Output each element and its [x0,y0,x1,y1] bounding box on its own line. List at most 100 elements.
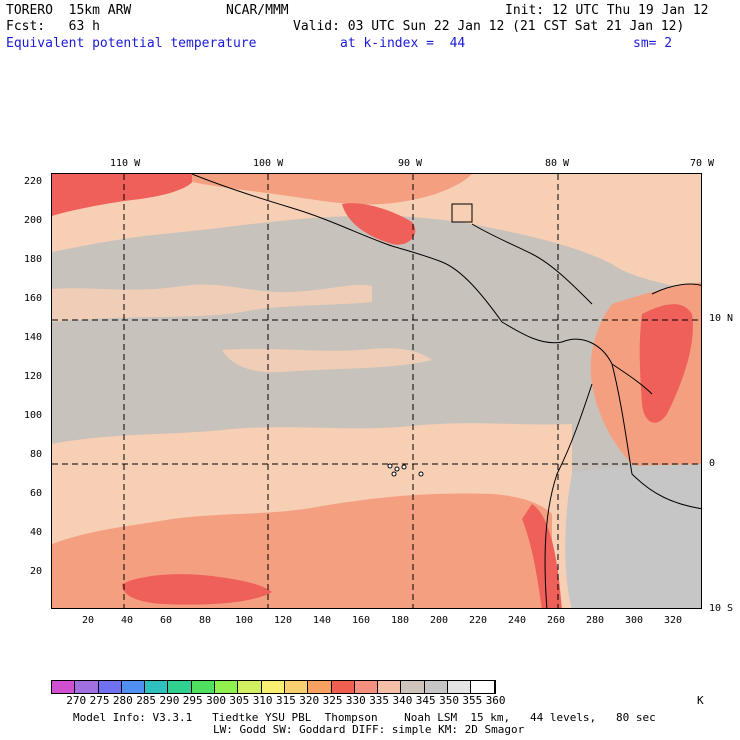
lat-label: 10 N [709,313,734,324]
x-tick: 220 [469,615,488,626]
lat-label: 10 S [709,603,734,614]
colorbar-label: 310 [252,694,273,707]
colorbar-swatch [238,681,262,693]
coastlines [191,174,701,608]
temp-band-330-mexico [342,203,416,245]
colorbar-swatch [261,681,285,693]
lon-label: 70 W [690,158,715,169]
colorbar-label: 325 [322,694,343,707]
lon-label: 90 W [398,158,423,169]
lon-label: 100 W [253,158,284,169]
colorbar-swatch [52,681,76,693]
colorbar-swatch [308,681,332,693]
colorbar [51,680,496,694]
x-tick: 40 [121,615,134,626]
colorbar-label: 290 [159,694,180,707]
colorbar-label: 275 [89,694,110,707]
y-tick: 200 [24,215,43,226]
x-tick: 280 [586,615,605,626]
colorbar-swatch [284,681,309,693]
colorbar-swatch [215,681,239,693]
x-tick: 80 [199,615,212,626]
lon-label: 110 W [110,158,141,169]
x-tick: 20 [82,615,95,626]
x-tick: 100 [235,615,254,626]
colorbar-label: 305 [229,694,250,707]
y-tick: 100 [24,410,43,421]
colorbar-label: 320 [299,694,320,707]
x-tick: 120 [274,615,293,626]
temp-band-340-north [52,174,701,294]
y-tick: 120 [24,371,43,382]
x-tick: 240 [508,615,527,626]
x-tick: 320 [664,615,683,626]
grid-lines [52,174,701,608]
colorbar-swatch [354,681,379,693]
model-info-line1: Model Info: V3.3.1 Tiedtke YSU PBL Thomp… [73,711,656,724]
x-tick: 60 [160,615,173,626]
y-tick: 80 [30,449,43,460]
field-name: Equivalent potential temperature [6,36,257,51]
x-tick: 260 [547,615,566,626]
x-tick: 180 [391,615,410,626]
temp-band-340-mid [52,284,372,322]
colorbar-label: 295 [182,694,203,707]
map-panel [51,173,702,609]
colorbar-swatch [448,681,472,693]
smoothing: sm= 2 [633,36,673,51]
lat-label: 0 [709,458,716,469]
level-index: at k-index = 44 [340,36,466,51]
x-tick: 200 [430,615,449,626]
map-svg [52,174,701,608]
colorbar-unit: K [697,694,704,707]
temp-band-330-colombia [639,304,693,423]
model-info-line2: LW: Godd SW: Goddard DIFF: simple KM: 2D… [213,723,525,736]
y-tick: 180 [24,254,43,265]
colorbar-label: 270 [66,694,87,707]
y-tick: 20 [30,566,43,577]
init-time: Init: 12 UTC Thu 19 Jan 12 [505,3,709,18]
colorbar-swatch [98,681,122,693]
y-tick: 220 [24,176,43,187]
temp-band-340-center [222,348,432,373]
colorbar-label: 340 [392,694,413,707]
y-tick: 40 [30,527,43,538]
temp-band-330-south [122,574,272,605]
colorbar-swatch [145,681,169,693]
x-tick: 300 [625,615,644,626]
y-tick: 160 [24,293,43,304]
colorbar-swatch [424,681,449,693]
organization: NCAR/MMM [226,3,289,18]
colorbar-label: 280 [112,694,133,707]
colorbar-label: 330 [345,694,366,707]
colorbar-label: 345 [415,694,436,707]
forecast-hour: Fcst: 63 h [6,19,100,34]
colorbar-swatch [75,681,99,693]
colorbar-label: 355 [462,694,483,707]
x-tick: 140 [313,615,332,626]
valid-time: Valid: 03 UTC Sun 22 Jan 12 (21 CST Sat … [293,19,685,34]
y-tick: 60 [30,488,43,499]
galapagos-islands [387,463,424,477]
colorbar-swatch [121,681,146,693]
colorbar-label: 360 [485,694,506,707]
lon-label: 80 W [545,158,570,169]
colorbar-swatch [471,681,495,693]
colorbar-label: 285 [136,694,157,707]
colorbar-swatch [378,681,402,693]
temp-band-330-peru [522,504,562,608]
colorbar-label: 315 [276,694,296,707]
colorbar-swatch [331,681,355,693]
model-title: TORERO 15km ARW [6,3,132,18]
colorbar-swatch [168,681,192,693]
temp-band-335-north [192,174,472,205]
colorbar-label: 300 [206,694,226,707]
colorbar-swatch [401,681,425,693]
colorbar-label: 335 [369,694,390,707]
colorbar-swatch [191,681,216,693]
x-tick: 160 [352,615,371,626]
temp-band-350-southeast [565,464,701,608]
colorbar-label: 350 [439,694,459,707]
y-tick: 140 [24,332,43,343]
temp-band-330-north [52,174,194,216]
